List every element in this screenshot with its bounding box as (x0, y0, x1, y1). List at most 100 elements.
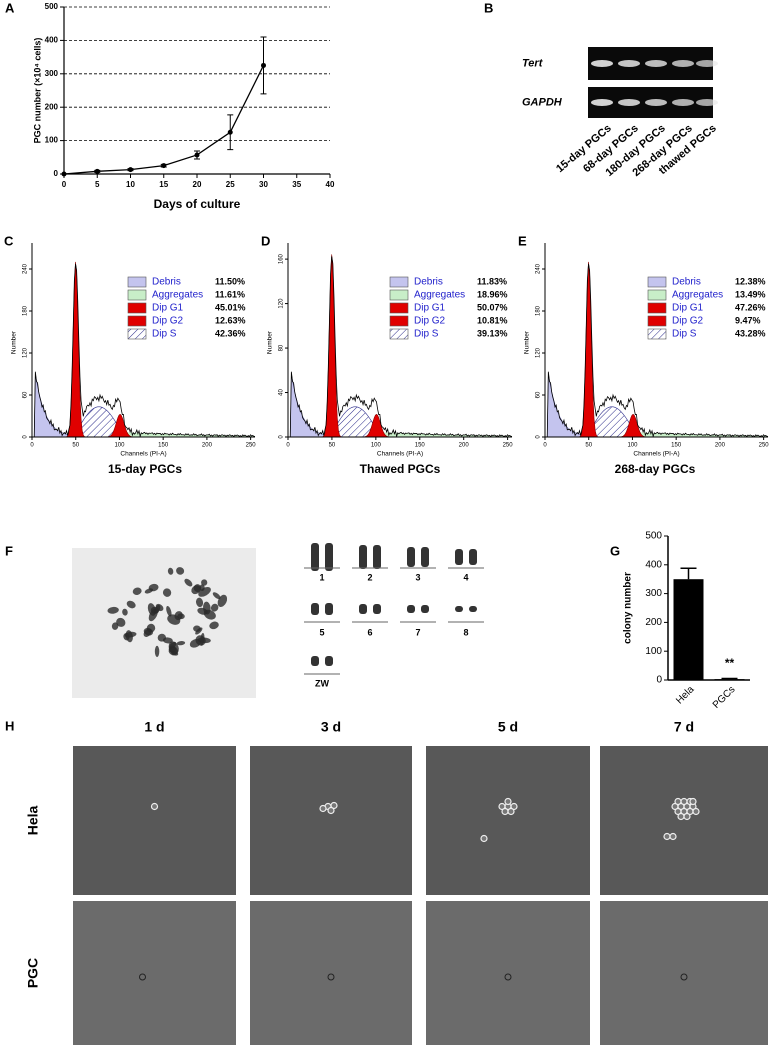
cell (680, 973, 688, 981)
error-bar (721, 677, 738, 680)
legend-label: Aggregates (152, 290, 203, 301)
aggregates-area (545, 432, 768, 437)
legend-label: Dip S (152, 329, 177, 340)
x-tick-label: 5 (95, 180, 100, 189)
column-label: 5 d (498, 719, 518, 735)
percent-label: 45.01% (215, 302, 246, 312)
chromosome (176, 567, 185, 575)
percent-label: 12.38% (735, 276, 766, 286)
chromosome (116, 617, 126, 627)
y-tick-label: 120 (536, 347, 542, 358)
histogram-envelope (288, 256, 513, 438)
chromosome (455, 606, 463, 612)
cell (683, 812, 691, 821)
legend-swatch (389, 328, 409, 340)
panel-label: F (5, 543, 13, 558)
x-tick-label: 0 (543, 443, 547, 449)
panel-label: C (4, 233, 14, 248)
chromosome (373, 545, 381, 569)
y-tick-label: 80 (279, 344, 285, 351)
chromosome (212, 592, 221, 600)
legend-swatch (389, 276, 409, 288)
y-tick-label: 120 (23, 347, 29, 358)
percent-label: 11.61% (215, 289, 245, 299)
x-tick-label: PGCs (711, 684, 738, 711)
chromosome (359, 545, 367, 569)
x-tick-label: 30 (259, 180, 268, 189)
x-tick-label: 0 (286, 443, 290, 449)
x-tick-label: 50 (329, 443, 336, 449)
x-tick-label: 100 (114, 443, 125, 449)
x-tick-label: 50 (72, 443, 79, 449)
gel-band (618, 99, 640, 106)
bar (673, 579, 704, 680)
x-tick-label: 250 (503, 443, 514, 449)
y-tick-label: 300 (45, 69, 59, 78)
x-axis-label: Channels (PI-A) (377, 451, 423, 458)
legend-swatch (647, 328, 667, 340)
chromosome-label: ZW (315, 678, 329, 688)
histogram-envelope (545, 263, 769, 438)
chromosome-label: 8 (463, 627, 468, 637)
percent-label: 39.13% (477, 328, 508, 338)
caption: Thawed PGCs (360, 462, 441, 476)
chromosome (157, 633, 167, 642)
chromosome (123, 633, 130, 641)
histogram-envelope (32, 263, 256, 438)
percent-label: 50.07% (477, 302, 508, 312)
x-tick-label: 35 (292, 180, 301, 189)
panel-label: B (484, 0, 493, 15)
y-tick-label: 120 (279, 298, 285, 309)
chromosome (177, 613, 185, 620)
cell (501, 807, 509, 816)
column-label: 1 d (144, 719, 164, 735)
y-tick-label: 240 (23, 263, 29, 274)
cell (139, 973, 146, 981)
gel-band (618, 60, 640, 67)
chromosome (184, 578, 193, 587)
chromosome (209, 621, 219, 630)
legend-swatch (389, 289, 409, 301)
debris-area (545, 373, 768, 438)
micrograph (426, 901, 590, 1045)
data-point (94, 168, 100, 174)
g1-area (545, 261, 768, 438)
legend-label: Aggregates (672, 290, 723, 301)
legend-swatch (127, 276, 147, 288)
chromosome (154, 604, 161, 614)
percent-label: 10.81% (477, 315, 508, 325)
row-label: PGC (25, 958, 41, 988)
data-point (261, 62, 266, 68)
chromosome (195, 597, 204, 608)
micrograph (600, 901, 768, 1045)
gene-label: Tert (522, 57, 544, 69)
cell (330, 801, 338, 810)
micrograph (250, 746, 412, 895)
y-tick-label: 400 (645, 559, 662, 570)
legend-swatch (389, 315, 409, 327)
chromosome (203, 609, 216, 620)
gel-band (696, 99, 718, 106)
legend-label: Dip G2 (152, 316, 184, 327)
cell (319, 804, 327, 813)
y-tick-label: 60 (23, 391, 29, 398)
gel-band (672, 60, 694, 67)
chromosome (311, 603, 319, 615)
column-label: 3 d (321, 719, 341, 735)
legend-label: Dip S (672, 329, 697, 340)
legend-label: Debris (152, 277, 181, 288)
chromosome (166, 605, 172, 617)
x-axis-label: Days of culture (154, 197, 241, 211)
gel-band (591, 99, 613, 106)
panel-label: E (518, 233, 527, 248)
chromosome (210, 603, 219, 612)
aggregates-area (288, 432, 512, 437)
legend-label: Aggregates (414, 290, 465, 301)
caption: 268-day PGCs (615, 462, 696, 476)
legend-label: Dip G1 (414, 303, 446, 314)
legend-label: Dip G1 (152, 303, 184, 314)
chromosome (325, 656, 333, 666)
gel-band (591, 60, 613, 67)
chromosome (193, 625, 201, 632)
